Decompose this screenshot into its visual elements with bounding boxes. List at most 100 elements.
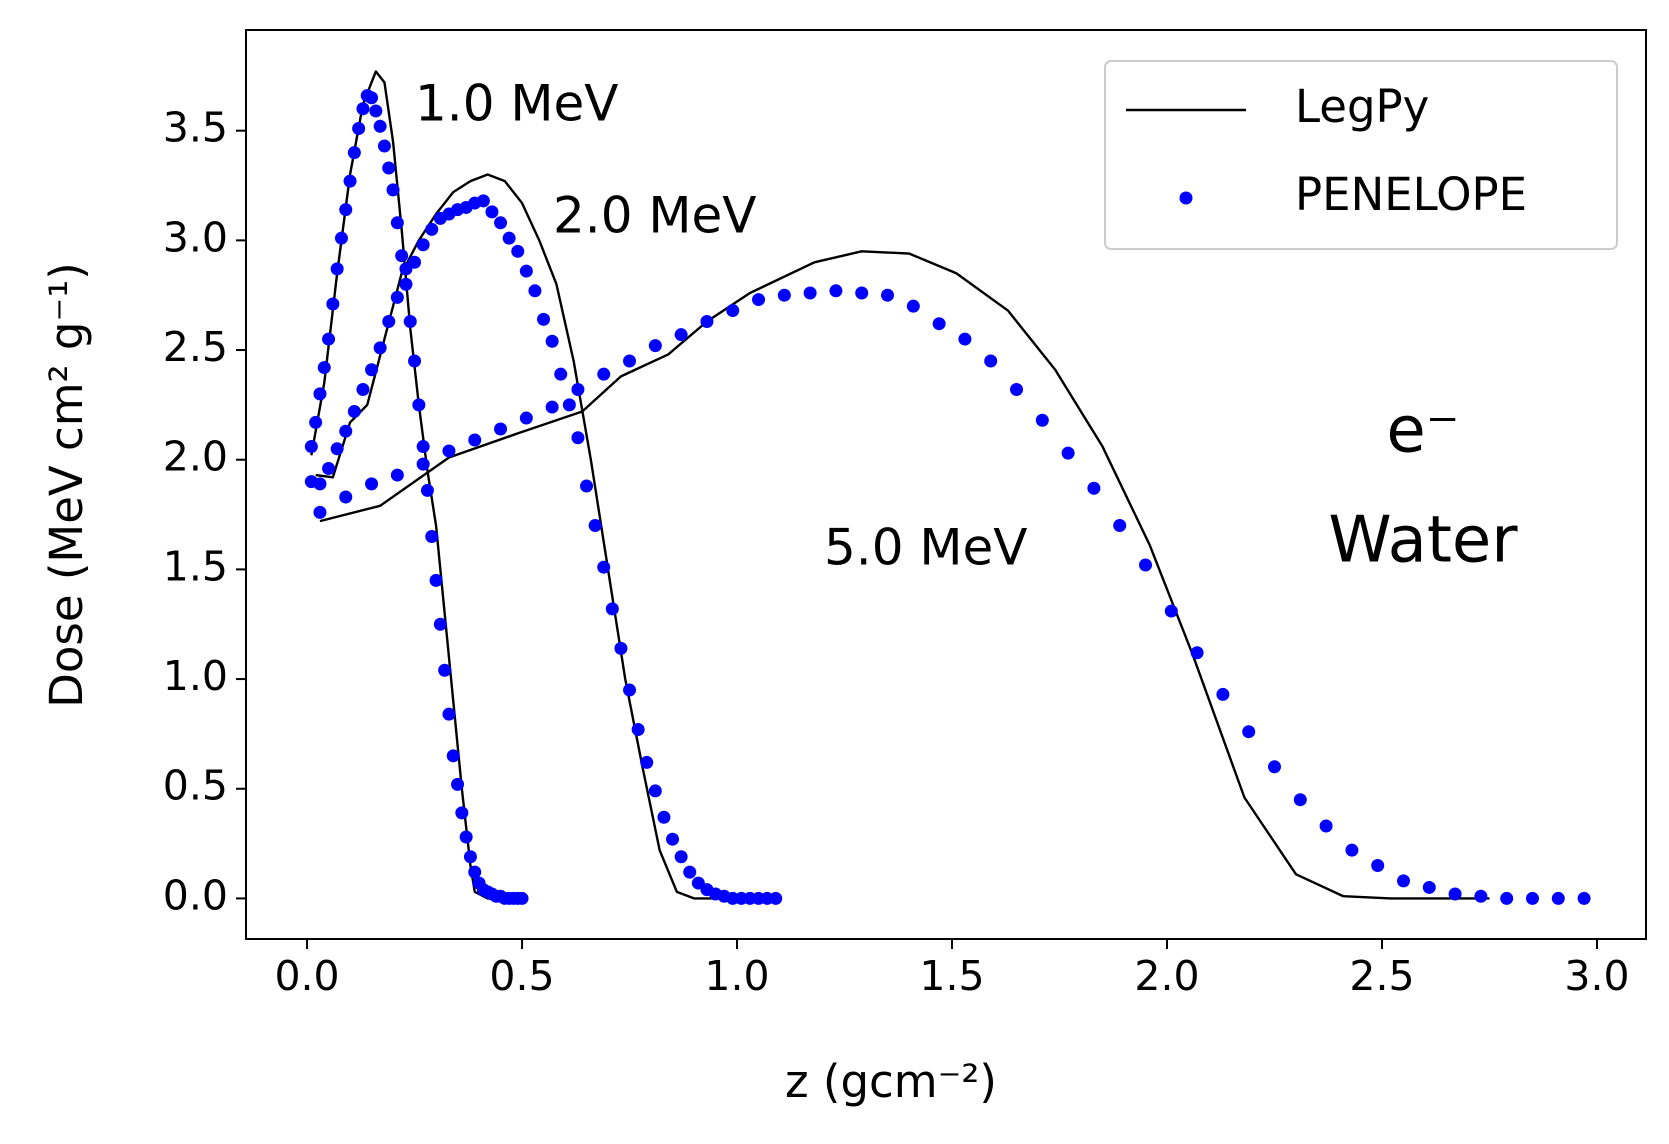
annotation: 1.0 MeV (415, 75, 619, 133)
data-point (317, 361, 331, 375)
data-point (683, 865, 697, 879)
data-point (1577, 891, 1591, 905)
data-point (1010, 383, 1024, 397)
data-point (373, 119, 387, 133)
data-point (1216, 687, 1230, 701)
y-tick-label: 3.5 (163, 104, 228, 152)
data-point (390, 468, 404, 482)
data-point (777, 288, 791, 302)
data-point (1371, 859, 1385, 873)
data-point (605, 602, 619, 616)
data-point (674, 850, 688, 864)
data-point (347, 404, 361, 418)
data-point (330, 442, 344, 456)
data-point (1474, 889, 1488, 903)
data-point (519, 411, 533, 425)
y-tick-label: 0.5 (163, 762, 228, 810)
data-point (666, 832, 680, 846)
data-point (494, 422, 508, 436)
data-point (588, 519, 602, 533)
data-point (468, 433, 482, 447)
data-point (416, 238, 430, 252)
data-point (433, 617, 447, 631)
data-point (442, 444, 456, 458)
data-point (390, 216, 404, 230)
data-point (829, 284, 843, 298)
data-point (623, 354, 637, 368)
data-point (408, 255, 422, 269)
data-point (438, 663, 452, 677)
data-point (459, 830, 473, 844)
data-point (1448, 887, 1462, 901)
data-point (1113, 519, 1127, 533)
data-point (382, 315, 396, 329)
data-point (528, 284, 542, 298)
data-point (1396, 874, 1410, 888)
data-point (1268, 760, 1282, 774)
data-point (408, 354, 422, 368)
data-point (322, 332, 336, 346)
data-point (416, 440, 430, 454)
legend-label: LegPy (1295, 80, 1429, 133)
data-point (906, 299, 920, 313)
data-point (416, 457, 430, 471)
data-point (1061, 446, 1075, 460)
data-point (369, 104, 383, 118)
data-point (373, 341, 387, 355)
data-point (674, 328, 688, 342)
data-point (1242, 725, 1256, 739)
data-point (304, 440, 318, 454)
data-point (855, 286, 869, 300)
data-point (554, 367, 568, 381)
y-tick-label: 3.0 (163, 213, 228, 261)
y-tick-label: 2.5 (163, 323, 228, 371)
data-point (984, 354, 998, 368)
data-point (519, 264, 533, 278)
data-point (309, 415, 323, 429)
data-point (515, 891, 529, 905)
y-axis-label: Dose (MeV cm² g⁻¹) (40, 262, 93, 708)
data-point (648, 784, 662, 798)
y-tick-label: 1.5 (163, 542, 228, 590)
data-point (1139, 558, 1153, 572)
data-point (580, 479, 594, 493)
data-point (313, 505, 327, 519)
y-tick-label: 1.0 (163, 652, 228, 700)
data-point (343, 174, 357, 188)
data-point (339, 203, 353, 217)
plot-frame (245, 29, 1647, 940)
data-point (1164, 604, 1178, 618)
data-point (412, 398, 426, 412)
data-point (425, 222, 439, 236)
data-point (502, 231, 516, 245)
x-tick-label: 2.5 (1349, 952, 1414, 1000)
data-point (330, 262, 344, 276)
data-point (326, 297, 340, 311)
data-point (485, 205, 499, 219)
data-point (1500, 891, 1514, 905)
data-point (623, 683, 637, 697)
data-point (455, 806, 469, 820)
legend-box (1104, 60, 1618, 250)
data-point (420, 483, 434, 497)
data-point (390, 290, 404, 304)
data-point (614, 641, 628, 655)
legend-label: PENELOPE (1295, 168, 1527, 221)
data-point (403, 315, 417, 329)
x-tick-label: 0.5 (489, 952, 554, 1000)
data-point (1035, 413, 1049, 427)
annotation: 5.0 MeV (824, 519, 1028, 577)
data-point (726, 304, 740, 318)
data-point (386, 183, 400, 197)
data-point (1087, 481, 1101, 495)
data-point (365, 91, 379, 105)
data-point (463, 850, 477, 864)
data-point (352, 121, 366, 135)
data-point (1190, 646, 1204, 660)
data-point (468, 865, 482, 879)
data-point (339, 490, 353, 504)
annotation: Water (1328, 504, 1518, 578)
data-point (451, 777, 465, 791)
line (319, 250, 1490, 900)
line (315, 173, 759, 900)
